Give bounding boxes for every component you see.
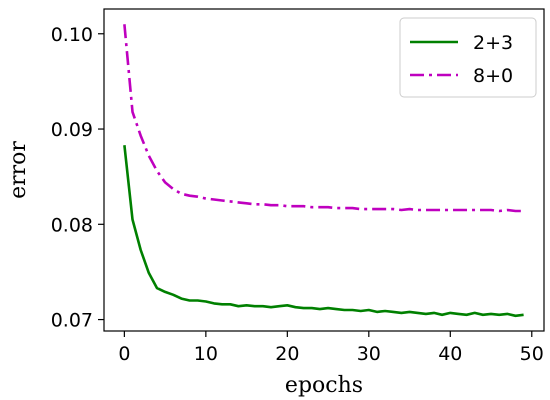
y-tick-label: 0.10 (51, 24, 93, 46)
legend-label-2-3: 2+3 (473, 32, 513, 54)
x-tick-label: 10 (194, 343, 218, 365)
legend-label-8-0: 8+0 (473, 65, 513, 87)
y-axis: 0.07 0.08 0.09 0.10 (51, 24, 104, 332)
plot-frame (103, 8, 545, 332)
y-tick-label: 0.07 (51, 310, 93, 332)
y-tick-label: 0.09 (51, 119, 93, 141)
x-tick-label: 0 (118, 343, 130, 365)
x-axis-label: epochs (285, 373, 363, 398)
x-tick-label: 50 (520, 343, 544, 365)
y-tick-label: 0.08 (51, 214, 93, 236)
x-tick-label: 30 (357, 343, 381, 365)
legend-box (399, 17, 537, 98)
x-tick-label: 40 (438, 343, 462, 365)
series-line-8-0 (123, 24, 524, 213)
x-tick-label: 20 (275, 343, 299, 365)
y-axis-label: error (6, 141, 31, 199)
legend: 2+3 8+0 (399, 17, 537, 98)
series-line-2-3 (123, 145, 524, 318)
series-lines (123, 24, 524, 318)
x-axis: 0 10 20 30 40 50 (118, 331, 544, 365)
